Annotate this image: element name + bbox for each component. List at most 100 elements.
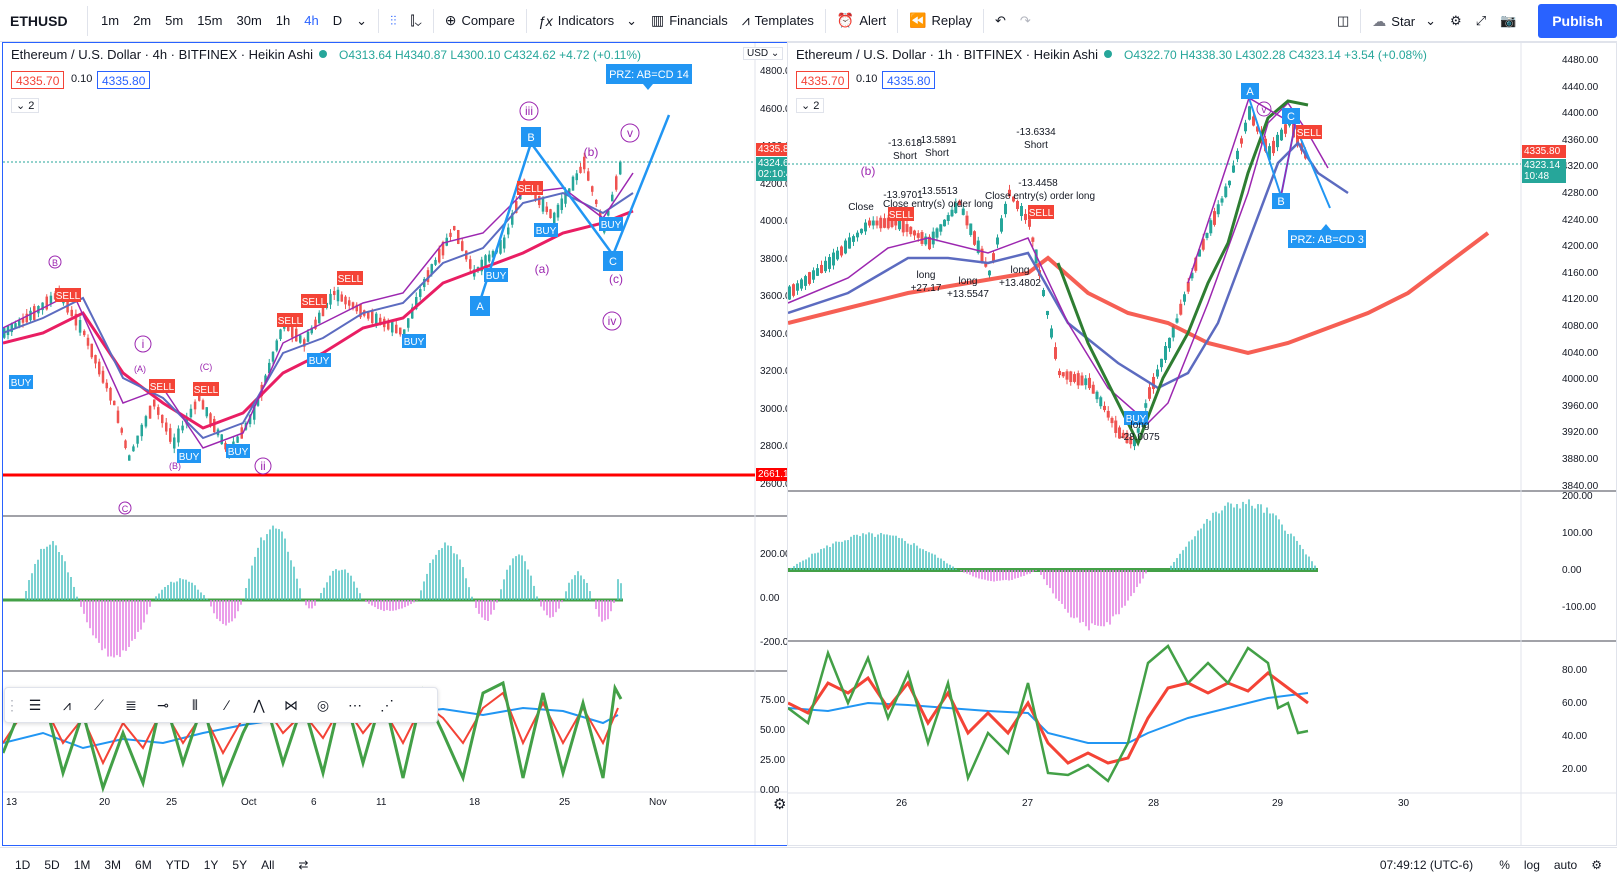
fullscreen-icon[interactable]: ⤢ xyxy=(1475,13,1487,28)
horizontal-ray-icon[interactable]: ⊸ xyxy=(157,696,169,713)
prz-label[interactable]: PRZ: AB=CD 14 xyxy=(606,64,692,90)
right-rsi-axis[interactable]: 80.00 60.00 40.00 20.00 xyxy=(1522,641,1616,793)
interval-1h[interactable]: 1h xyxy=(275,13,291,28)
interval-d[interactable]: D xyxy=(332,13,343,28)
vertical-lines-icon[interactable]: ⦀ xyxy=(191,696,199,713)
axis-settings-gear-icon[interactable]: ⚙ xyxy=(1591,858,1602,872)
range-1m[interactable]: 1M xyxy=(73,858,91,872)
sell-signal[interactable]: SELL xyxy=(337,271,363,285)
currency-selector[interactable]: USD ⌄ xyxy=(743,47,784,60)
star-button[interactable]: ☁ Star ⌄ xyxy=(1365,6,1443,36)
sell-signal[interactable]: SELL xyxy=(1296,125,1322,139)
buy-signal[interactable]: BUY xyxy=(307,353,331,367)
date-range-calendar-icon[interactable]: ⇄ xyxy=(298,858,309,872)
interval-2m[interactable]: 2m xyxy=(133,13,152,28)
range-all[interactable]: All xyxy=(261,858,275,872)
buy-signal[interactable]: BUY xyxy=(484,268,508,282)
buy-price-button[interactable]: 4335.80 xyxy=(97,71,151,89)
horizontal-lines-icon[interactable]: ☰ xyxy=(28,696,42,713)
bar-style-icon[interactable]: ⫶⫶ xyxy=(390,12,397,28)
range-1d[interactable]: 1D xyxy=(15,858,31,872)
right-chart-svg[interactable]: A B C SELL SELL SELL BUY v PRZ: AB=CD 3 … xyxy=(788,43,1617,846)
drag-handle-icon[interactable]: ⋮ xyxy=(5,696,19,713)
sell-signal[interactable]: SELL xyxy=(149,379,175,393)
right-time-axis[interactable]: 26 27 28 29 30 xyxy=(788,798,1521,818)
right-chart-pane[interactable]: A B C SELL SELL SELL BUY v PRZ: AB=CD 3 … xyxy=(787,42,1617,846)
wave-v-circle[interactable] xyxy=(620,123,640,143)
clock-time[interactable]: 07:49:12 (UTC-6) xyxy=(1379,858,1474,872)
range-5d[interactable]: 5D xyxy=(44,858,60,872)
right-price-axis[interactable]: 4480.00 4440.00 4400.00 4360.00 4320.00 4280.… xyxy=(1522,43,1616,492)
interval-dropdown-chevron-icon[interactable]: ⌄ xyxy=(356,12,368,28)
candle-style-icon[interactable]: ⫿⌄ xyxy=(410,12,422,28)
range-ytd[interactable]: YTD xyxy=(165,858,190,872)
buy-signal[interactable]: BUY xyxy=(1124,411,1148,425)
wave-v-circle[interactable]: v xyxy=(1256,101,1272,117)
path-icon[interactable]: ⋰ xyxy=(380,696,394,713)
wave-ii-circle[interactable] xyxy=(254,457,272,475)
range-5y[interactable]: 5Y xyxy=(232,858,248,872)
range-3m[interactable]: 3M xyxy=(104,858,122,872)
sell-signal[interactable]: SELL xyxy=(55,288,81,302)
buy-signal[interactable]: BUY xyxy=(534,223,558,237)
interval-15m[interactable]: 15m xyxy=(197,13,223,28)
fib-retracement-icon[interactable]: ≣ xyxy=(125,696,137,713)
sell-price-button[interactable]: 4335.70 xyxy=(11,71,65,89)
wave-iii-circle[interactable] xyxy=(519,101,539,121)
compare-button[interactable]: ⊕ Compare xyxy=(438,6,522,36)
prz-label[interactable]: PRZ: AB=CD 3 xyxy=(1288,224,1366,248)
sell-signal[interactable]: SELL xyxy=(301,294,327,308)
left-chart-pane[interactable]: A B C i ii iii iv v (a) (b) (c) B C (A) … xyxy=(2,42,810,846)
point-a-marker[interactable]: A xyxy=(1241,83,1259,99)
elliott-wave-icon[interactable]: ⋀ xyxy=(253,696,265,713)
replay-button[interactable]: ⏪ Replay xyxy=(902,6,979,36)
interval-5m[interactable]: 5m xyxy=(165,13,184,28)
undo-icon[interactable]: ↶ xyxy=(994,12,1006,28)
sell-signal[interactable]: SELL xyxy=(517,181,543,195)
buy-price-button[interactable]: 4335.80 xyxy=(882,71,936,89)
sell-signal[interactable]: SELL xyxy=(193,382,219,396)
point-b-marker[interactable]: B xyxy=(1272,193,1290,209)
layout-icon[interactable]: ◫ xyxy=(1337,13,1350,28)
range-1y[interactable]: 1Y xyxy=(203,858,219,872)
sell-price-button[interactable]: 4335.70 xyxy=(796,71,850,89)
range-6m[interactable]: 6M xyxy=(135,858,152,872)
publish-button[interactable]: Publish xyxy=(1538,4,1617,38)
point-a-marker[interactable]: A xyxy=(470,296,490,316)
right-macd-axis[interactable]: 200.00 100.00 0.00 -100.00 xyxy=(1522,491,1616,641)
indicator-collapse-toggle[interactable]: ⌄ 2 xyxy=(796,98,825,113)
sell-signal[interactable]: SELL xyxy=(277,313,303,327)
redo-icon[interactable]: ↷ xyxy=(1019,12,1031,28)
sell-signal[interactable]: SELL xyxy=(888,207,914,221)
settings-gear-icon[interactable]: ⚙ xyxy=(1450,13,1462,28)
quantity-value[interactable]: 0.10 xyxy=(71,73,93,85)
buy-signal[interactable]: BUY xyxy=(9,375,33,389)
abcd-pattern-lines[interactable] xyxy=(479,114,671,299)
buy-signal[interactable]: BUY xyxy=(599,217,623,231)
xabcd-pattern-icon[interactable]: ⋈ xyxy=(284,696,298,713)
parallel-channel-icon[interactable]: ⋯ xyxy=(348,696,362,713)
templates-button[interactable]: ⩘ Templates xyxy=(735,6,821,36)
buy-signal[interactable]: BUY xyxy=(177,449,201,463)
log-toggle[interactable]: log xyxy=(1523,858,1540,872)
interval-1m[interactable]: 1m xyxy=(101,13,120,28)
point-b-marker[interactable]: B xyxy=(521,127,541,147)
buy-signal[interactable]: BUY xyxy=(402,334,426,348)
percent-toggle[interactable]: % xyxy=(1499,858,1510,872)
left-macd-axis[interactable]: 200.00 0.00 -200.00 xyxy=(756,516,809,671)
financials-button[interactable]: ▥ Financials xyxy=(644,6,735,36)
sell-signal[interactable]: SELL xyxy=(1028,205,1054,219)
left-chart-svg[interactable]: A B C i ii iii iv v (a) (b) (c) B C (A) … xyxy=(3,43,810,846)
quantity-value[interactable]: 0.10 xyxy=(856,73,878,85)
interval-4h[interactable]: 4h xyxy=(304,13,319,28)
circle-c-marker[interactable] xyxy=(118,501,132,515)
trend-line-icon[interactable]: ⟋ xyxy=(94,696,104,713)
left-chart-legend[interactable]: Ethereum / U.S. Dollar · 4h · BITFINEX ·… xyxy=(11,47,641,62)
symbol-search[interactable]: ETHUSD xyxy=(4,5,88,36)
point-c-marker[interactable]: C xyxy=(603,251,623,271)
ray-icon[interactable]: ∕ xyxy=(225,697,229,713)
point-c-marker[interactable]: C xyxy=(1282,108,1300,124)
right-chart-legend[interactable]: Ethereum / U.S. Dollar · 1h · BITFINEX ·… xyxy=(796,47,1427,62)
indicator-collapse-toggle[interactable]: ⌄ 2 xyxy=(11,98,40,113)
camera-icon[interactable]: 📷 xyxy=(1500,13,1517,28)
